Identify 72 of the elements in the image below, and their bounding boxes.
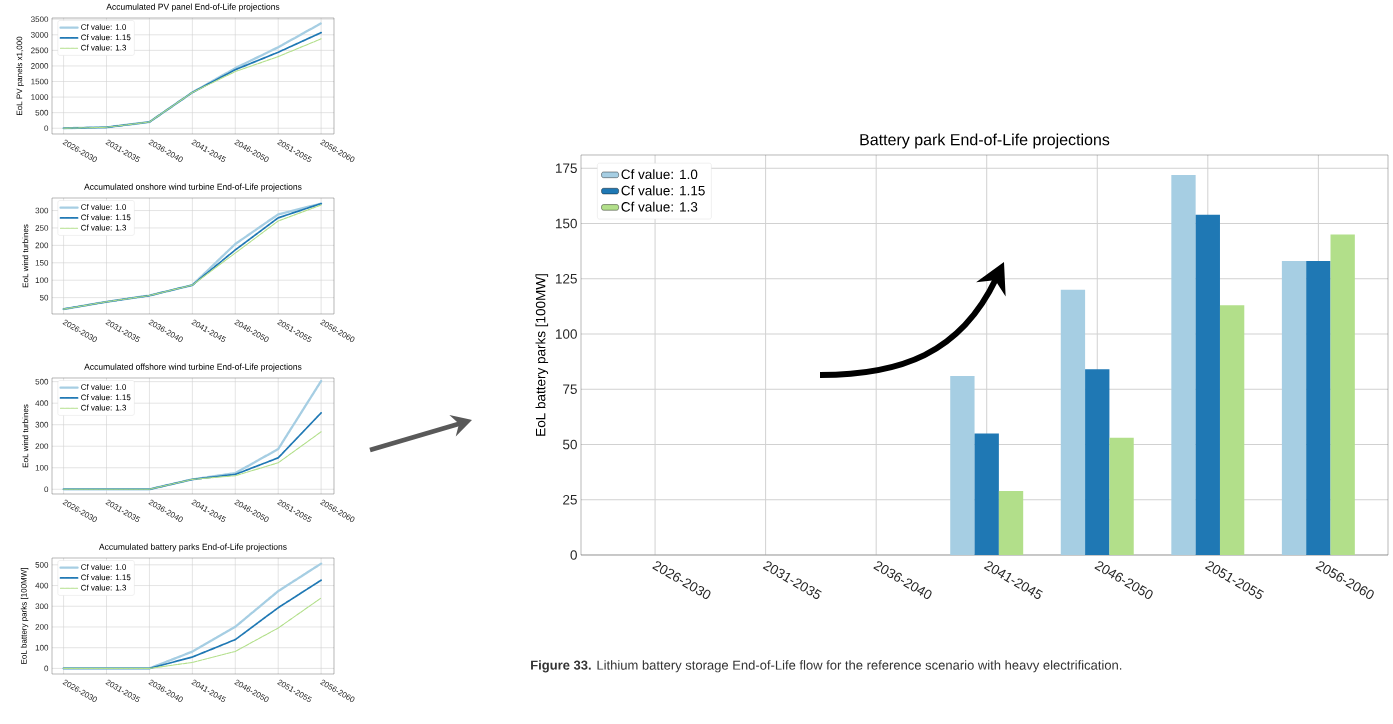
y-tick-label: 400 <box>35 582 49 589</box>
y-tick-label: 200 <box>35 443 49 450</box>
legend-label: Cf value: 1.3 <box>621 201 698 212</box>
legend-label: Cf value: 1.0 <box>621 169 698 180</box>
legend-label: Cf value: 1.3 <box>81 44 127 51</box>
y-tick-label: 100 <box>35 644 49 651</box>
chart-title: Accumulated offshore wind turbine End-of-Life projections <box>84 363 302 372</box>
legend-label: Cf value: 1.3 <box>81 224 127 231</box>
legend-label: Cf value: 1.15 <box>81 394 131 401</box>
legend-label: Cf value: 1.15 <box>81 574 131 581</box>
y-tick-label: 0 <box>44 486 49 493</box>
legend-label: Cf value: 1.3 <box>81 584 127 591</box>
y-tick-label: 50 <box>39 294 49 301</box>
bar <box>1060 289 1086 555</box>
y-tick-label: 3000 <box>30 31 49 38</box>
y-tick-label: 100 <box>35 464 49 471</box>
y-tick-label: 125 <box>555 273 577 284</box>
y-tick-label: 2000 <box>31 63 49 69</box>
bar <box>1109 437 1134 555</box>
y-tick-label: 250 <box>35 225 49 231</box>
y-tick-label: 500 <box>35 109 49 116</box>
y-tick-label: 0 <box>44 125 49 132</box>
y-tick-label: 150 <box>35 259 49 266</box>
legend-label: Cf value: 1.3 <box>81 404 127 411</box>
y-tick-label: 75 <box>563 384 577 394</box>
y-tick-label: 400 <box>35 400 49 407</box>
y-tick-label: 25 <box>563 494 577 505</box>
legend-label: Cf value: 1.0 <box>81 564 127 570</box>
y-tick-label: 100 <box>35 277 49 284</box>
y-tick-label: 3500 <box>30 16 49 23</box>
y-tick-label: 200 <box>35 624 49 630</box>
y-tick-label: 300 <box>35 603 49 610</box>
chart-title: Accumulated battery parks End-of-Life projections <box>99 543 287 552</box>
y-axis-title: EoL battery parks [100MW] <box>535 274 549 436</box>
y-tick-label: 0 <box>570 550 577 560</box>
y-axis-title: EoL wind turbines <box>22 224 29 288</box>
y-tick-label: 500 <box>35 378 49 385</box>
y-tick-label: 200 <box>35 242 49 249</box>
legend-label: Cf value: 1.15 <box>81 34 131 41</box>
y-tick-label: 1000 <box>31 94 49 100</box>
bar <box>974 433 999 555</box>
y-axis-title: EoL battery parks [100MW] <box>20 568 29 664</box>
bar <box>1219 305 1245 555</box>
y-tick-label: 100 <box>555 329 577 339</box>
bar <box>950 375 975 555</box>
legend-label: Cf value: 1.15 <box>621 185 705 196</box>
bar <box>1281 261 1307 555</box>
legend-label: Cf value: 1.0 <box>81 384 127 390</box>
bar <box>1306 261 1331 555</box>
chart-title: Battery park End-of-Life projections <box>860 133 1110 149</box>
y-tick-label: 175 <box>555 163 577 173</box>
bar <box>998 490 1024 555</box>
y-tick-label: 50 <box>562 439 577 450</box>
bar <box>1330 234 1355 555</box>
y-axis-title: EoL PV panels x1,000 <box>16 36 24 115</box>
legend-label: Cf value: 1.15 <box>81 214 131 221</box>
y-tick-label: 300 <box>35 421 49 428</box>
legend-label: Cf value: 1.0 <box>81 204 127 210</box>
y-tick-label: 0 <box>44 665 49 672</box>
y-tick-label: 1500 <box>31 78 49 85</box>
y-tick-label: 300 <box>35 207 49 214</box>
bar <box>1171 174 1196 555</box>
bar <box>1195 214 1220 555</box>
y-tick-label: 2500 <box>31 47 49 54</box>
y-axis-title: EoL wind turbines <box>22 404 29 468</box>
chart-title: Accumulated PV panel End-of-Life projections <box>106 3 280 12</box>
legend-label: Cf value: 1.0 <box>81 24 127 30</box>
y-tick-label: 500 <box>35 562 49 568</box>
y-tick-label: 150 <box>555 218 577 229</box>
chart-title: Accumulated onshore wind turbine End-of-Life projections <box>84 183 302 192</box>
bar <box>1085 369 1110 555</box>
text: Figure 33. Lithium battery storage End-of-Life flow for the reference scenario with heavy electrification. <box>531 660 1122 673</box>
